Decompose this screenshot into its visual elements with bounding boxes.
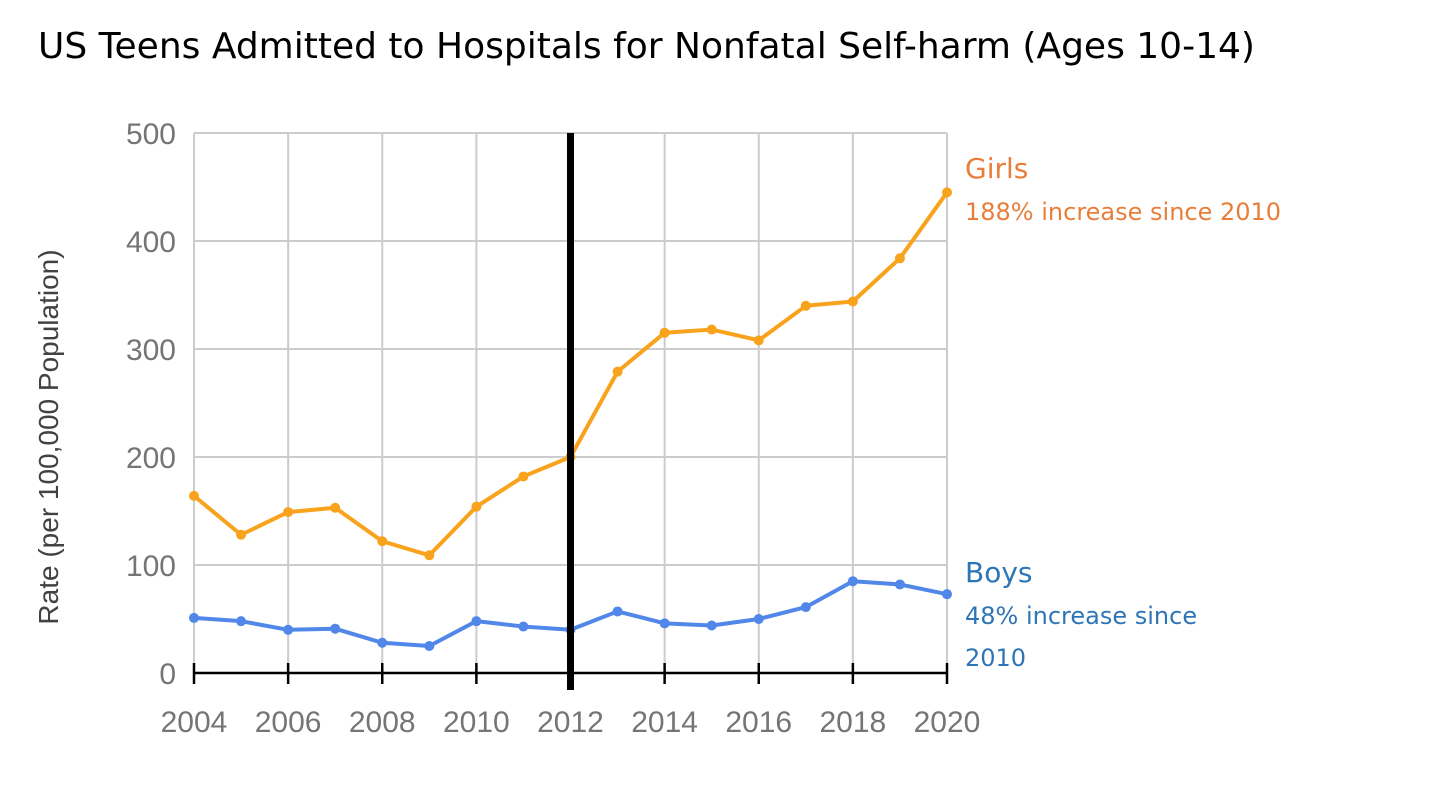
boys-annotation-text-line2: 2010	[965, 644, 1026, 672]
girls-annotation-name: Girls	[965, 152, 1028, 185]
x-tick-label-2014: 2014	[631, 706, 698, 739]
boys-point-2007	[330, 623, 341, 634]
girls-annotation-text: 188% increase since 2010	[965, 198, 1281, 226]
x-tick-label-2004: 2004	[161, 706, 228, 739]
girls-point-2011	[518, 471, 529, 482]
series-layer	[189, 133, 952, 690]
girls-point-2014	[659, 327, 670, 338]
y-tick-label-400: 400	[126, 226, 176, 259]
boys-point-2013	[612, 606, 623, 617]
girls-point-2017	[800, 300, 811, 311]
x-tick-label-2010: 2010	[443, 706, 510, 739]
tick-labels: 0 100 200 300 400 500 2004 2006 2008 2010 2012 2014…	[126, 118, 980, 739]
girls-point-2013	[612, 366, 623, 377]
chart-title: US Teens Admitted to Hospitals for Nonfa…	[38, 26, 1255, 67]
girls-point-2005	[236, 529, 247, 540]
y-tick-label-100: 100	[126, 550, 176, 583]
boys-point-2009	[424, 641, 435, 651]
boys-annotation-text-line1: 48% increase since	[965, 602, 1197, 630]
boys-point-2016	[753, 614, 764, 624]
boys-point-2017	[800, 602, 811, 613]
girls-point-2010	[471, 501, 482, 512]
girls-point-2016	[753, 335, 764, 346]
boys-point-2020	[942, 589, 952, 600]
girls-point-2007	[330, 502, 341, 513]
boys-point-2008	[377, 637, 388, 648]
boys-point-2011	[518, 621, 529, 632]
y-tick-label-500: 500	[126, 118, 176, 151]
boys-point-2019	[894, 579, 905, 590]
boys-point-2015	[706, 620, 717, 631]
girls-point-2009	[424, 550, 435, 561]
girls-point-2020	[942, 187, 952, 198]
x-tick-label-2016: 2016	[725, 706, 792, 739]
x-tick-label-2008: 2008	[349, 706, 416, 739]
y-tick-label-0: 0	[159, 658, 176, 691]
boys-point-2006	[283, 624, 294, 635]
y-axis-label: Rate (per 100,000 Population)	[33, 249, 64, 624]
boys-point-2014	[659, 618, 670, 629]
x-tick-label-2018: 2018	[820, 706, 887, 739]
boys-annotation-name: Boys	[965, 556, 1033, 589]
annotations: Girls 188% increase since 2010 Boys 48% …	[965, 152, 1281, 672]
girls-point-2004	[189, 490, 199, 501]
boys-point-2004	[189, 612, 199, 623]
girls-point-2008	[377, 536, 388, 547]
boys-point-2018	[847, 576, 858, 587]
girls-point-2006	[283, 507, 294, 518]
boys-point-2005	[236, 616, 247, 627]
y-tick-label-200: 200	[126, 442, 176, 475]
girls-point-2019	[894, 253, 905, 264]
y-tick-label-300: 300	[126, 334, 176, 367]
boys-point-2010	[471, 616, 482, 627]
x-tick-label-2012: 2012	[537, 706, 604, 739]
x-tick-label-2020: 2020	[914, 706, 981, 739]
girls-point-2018	[847, 296, 858, 307]
x-tick-label-2006: 2006	[255, 706, 322, 739]
girls-point-2015	[706, 324, 717, 335]
